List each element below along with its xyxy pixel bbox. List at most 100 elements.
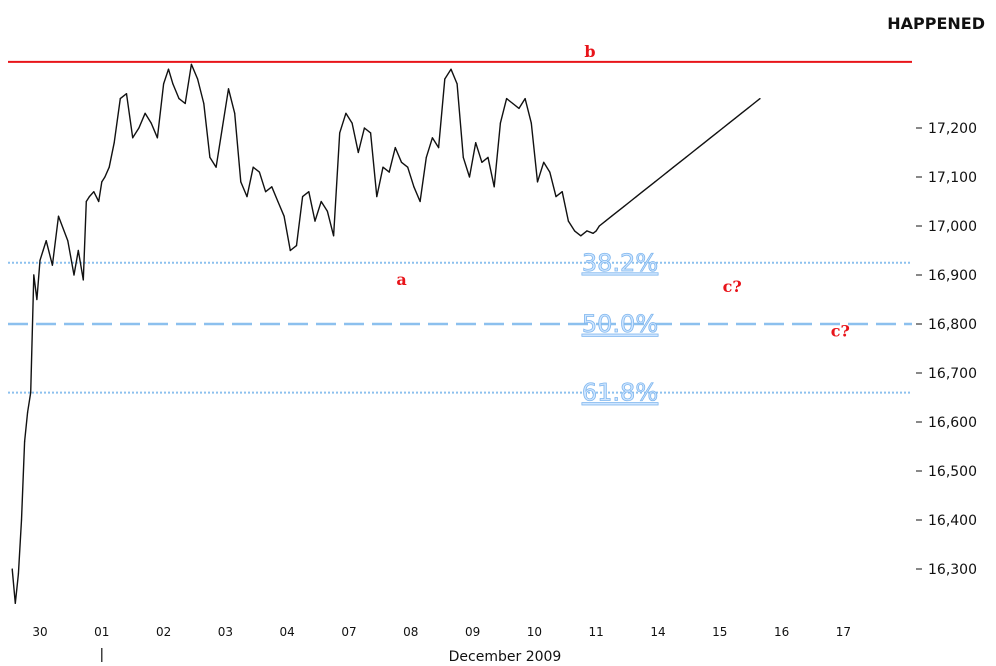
fib-label: 61.8% xyxy=(582,379,658,407)
data-point xyxy=(549,171,551,173)
data-point xyxy=(728,122,730,124)
data-point xyxy=(190,63,192,65)
data-point xyxy=(167,68,170,70)
data-point xyxy=(67,240,69,242)
x-axis: 30 01 02 03 04 07 08 09 10 11 14 15 16 17 xyxy=(32,625,851,662)
data-point xyxy=(543,161,545,163)
data-point xyxy=(333,235,335,237)
data-point xyxy=(703,142,706,144)
x-tick-label: 17 xyxy=(836,625,851,639)
data-point xyxy=(512,102,514,105)
data-point xyxy=(722,127,724,129)
data-point xyxy=(246,196,248,198)
data-point xyxy=(413,186,415,188)
data-point xyxy=(586,230,588,232)
data-point xyxy=(518,107,520,109)
data-point xyxy=(104,176,106,178)
data-point xyxy=(734,117,736,119)
data-point xyxy=(197,78,199,80)
data-point xyxy=(221,127,223,129)
data-point xyxy=(462,156,464,158)
data-point xyxy=(635,196,638,198)
data-point xyxy=(326,210,328,212)
x-tick-label: 16 xyxy=(774,625,789,639)
data-point xyxy=(33,274,35,276)
x-tick-label: 02 xyxy=(156,625,171,639)
data-point xyxy=(283,215,285,217)
data-point xyxy=(39,259,41,261)
data-point xyxy=(506,98,508,100)
data-point xyxy=(604,220,607,222)
data-point xyxy=(740,112,743,114)
data-point xyxy=(574,230,576,232)
data-point xyxy=(108,166,110,168)
data-point xyxy=(475,142,477,144)
data-point xyxy=(530,122,532,124)
data-point xyxy=(400,161,403,163)
data-point xyxy=(172,83,174,85)
data-point xyxy=(592,232,594,234)
data-point xyxy=(11,568,13,570)
data-point xyxy=(17,573,19,575)
x-tick-label: 11 xyxy=(589,625,604,639)
data-point xyxy=(345,112,347,114)
wave-label: a xyxy=(396,270,406,289)
data-point xyxy=(209,156,211,158)
data-point xyxy=(555,196,557,198)
price-line xyxy=(11,63,761,604)
data-point xyxy=(36,298,38,301)
data-point xyxy=(419,200,421,203)
data-point xyxy=(27,411,29,413)
y-tick-label: 16,400 xyxy=(928,513,977,529)
wave-label: c? xyxy=(831,321,850,340)
data-point xyxy=(407,166,409,168)
fib-labels: 38.2% 50.0% 61.8% xyxy=(581,248,658,407)
x-axis-title: December 2009 xyxy=(449,649,562,665)
data-point xyxy=(308,191,310,193)
data-point xyxy=(215,166,217,168)
data-point xyxy=(580,235,582,237)
data-point xyxy=(339,132,341,134)
data-point xyxy=(567,220,570,222)
data-point xyxy=(20,519,23,521)
data-point xyxy=(77,249,79,252)
data-point xyxy=(234,112,236,114)
y-tick-label: 16,700 xyxy=(928,366,977,382)
data-point xyxy=(113,142,115,144)
data-point xyxy=(85,200,87,203)
data-point xyxy=(666,171,668,173)
data-point xyxy=(30,392,32,394)
data-point xyxy=(388,171,390,173)
fib-label: 50.0% xyxy=(582,310,658,338)
data-point xyxy=(363,127,365,129)
data-point xyxy=(648,186,650,188)
data-point xyxy=(617,210,619,212)
data-point xyxy=(132,137,134,139)
data-point xyxy=(425,156,427,158)
data-point xyxy=(456,83,458,85)
data-point xyxy=(314,220,316,222)
y-axis: 17,200 17,100 17,000 16,900 16,800 16,700 16,6… xyxy=(916,121,977,578)
data-point xyxy=(277,200,279,203)
data-point xyxy=(499,122,501,124)
data-point xyxy=(611,215,613,217)
data-point xyxy=(101,181,103,183)
x-tick-label: 01 xyxy=(94,625,109,639)
data-point xyxy=(623,205,625,207)
data-point xyxy=(138,127,140,129)
data-point xyxy=(178,98,180,100)
data-point xyxy=(24,441,26,443)
data-point xyxy=(629,200,631,203)
data-point xyxy=(289,249,291,252)
data-point xyxy=(98,200,100,203)
data-point xyxy=(672,166,675,168)
data-point xyxy=(163,83,165,85)
data-point xyxy=(382,166,384,168)
data-point xyxy=(685,156,687,158)
data-point xyxy=(370,132,372,134)
data-point xyxy=(468,176,471,178)
y-tick-label: 17,200 xyxy=(928,121,977,137)
price-series xyxy=(11,63,761,604)
y-tick-label: 16,600 xyxy=(928,415,977,431)
